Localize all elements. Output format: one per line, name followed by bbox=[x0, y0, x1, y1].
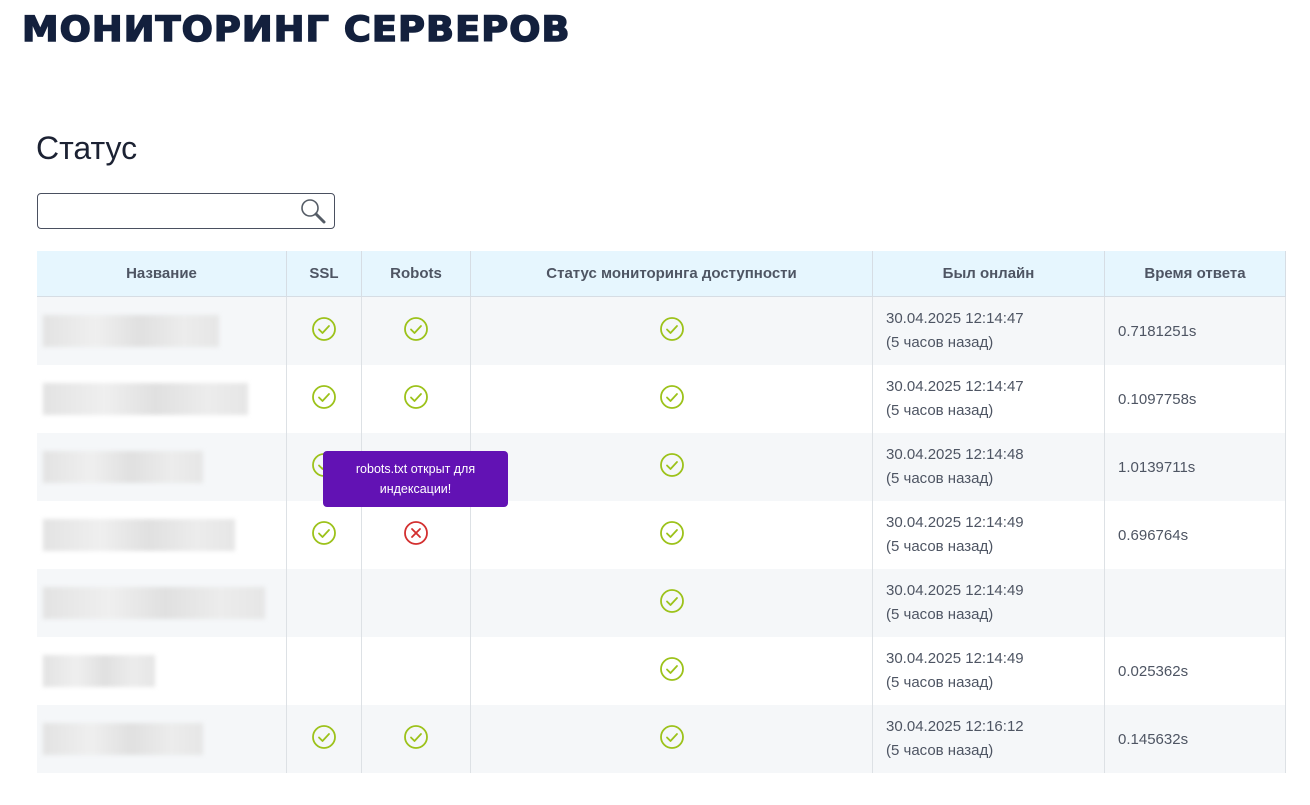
check-circle-icon bbox=[403, 724, 429, 754]
server-name-cell[interactable] bbox=[37, 569, 287, 637]
last-online-date: 30.04.2025 12:14:47 bbox=[886, 310, 1024, 327]
last-online-ago: (5 часов назад) bbox=[886, 606, 994, 623]
availability-cell bbox=[470, 501, 873, 569]
server-name-cell[interactable] bbox=[37, 296, 287, 365]
ssl-cell bbox=[286, 501, 362, 569]
check-circle-icon bbox=[659, 520, 685, 550]
last-online-cell: 30.04.2025 12:14:49 (5 часов назад) bbox=[872, 569, 1105, 637]
site-logo[interactable]: МОНИТОРИНГ СЕРВЕРОВ bbox=[21, 9, 571, 51]
check-circle-icon bbox=[403, 316, 429, 346]
table-row[interactable]: 30.04.2025 12:14:49 (5 часов назад) 0.025… bbox=[37, 637, 1286, 705]
col-robots[interactable]: Robots bbox=[361, 251, 471, 297]
server-name-cell[interactable] bbox=[37, 705, 287, 773]
last-online-cell: 30.04.2025 12:14:47 (5 часов назад) bbox=[872, 296, 1105, 365]
response-time-cell: 0.696764s bbox=[1104, 501, 1286, 569]
availability-cell bbox=[470, 433, 873, 501]
availability-cell bbox=[470, 637, 873, 705]
table-row[interactable]: 30.04.2025 12:14:49 (5 часов назад) bbox=[37, 569, 1286, 637]
check-circle-icon bbox=[659, 724, 685, 754]
search-box[interactable] bbox=[37, 193, 335, 229]
ssl-cell bbox=[286, 365, 362, 433]
availability-cell bbox=[470, 705, 873, 773]
last-online-date: 30.04.2025 12:14:49 bbox=[886, 582, 1024, 599]
response-time-cell bbox=[1104, 569, 1286, 637]
check-circle-icon bbox=[659, 316, 685, 346]
availability-cell bbox=[470, 296, 873, 365]
check-circle-icon bbox=[659, 452, 685, 482]
ssl-cell bbox=[286, 569, 362, 637]
last-online-ago: (5 часов назад) bbox=[886, 402, 994, 419]
last-online-ago: (5 часов назад) bbox=[886, 470, 994, 487]
blurred-server-name bbox=[43, 451, 203, 483]
robots-cell bbox=[361, 296, 471, 365]
col-ssl[interactable]: SSL bbox=[286, 251, 362, 297]
server-name-cell[interactable] bbox=[37, 365, 287, 433]
last-online-ago: (5 часов назад) bbox=[886, 674, 994, 691]
check-circle-icon bbox=[659, 384, 685, 414]
blurred-server-name bbox=[43, 587, 265, 619]
table-row[interactable]: 30.04.2025 12:16:12 (5 часов назад) 0.145… bbox=[37, 705, 1286, 773]
ssl-cell bbox=[286, 705, 362, 773]
page-title: Статус bbox=[36, 130, 138, 166]
last-online-date: 30.04.2025 12:14:48 bbox=[886, 446, 1024, 463]
table-row[interactable]: 30.04.2025 12:14:49 (5 часов назад) 0.696… bbox=[37, 501, 1286, 569]
check-circle-icon bbox=[311, 316, 337, 346]
last-online-date: 30.04.2025 12:14:47 bbox=[886, 378, 1024, 395]
col-last-online[interactable]: Был онлайн bbox=[872, 251, 1105, 297]
availability-cell bbox=[470, 365, 873, 433]
response-time-cell: 1.0139711s bbox=[1104, 433, 1286, 501]
last-online-cell: 30.04.2025 12:14:49 (5 часов назад) bbox=[872, 501, 1105, 569]
search-input[interactable] bbox=[44, 195, 298, 229]
last-online-date: 30.04.2025 12:16:12 bbox=[886, 718, 1024, 735]
search-icon[interactable] bbox=[300, 198, 326, 228]
col-availability[interactable]: Статус мониторинга доступности bbox=[470, 251, 873, 297]
ssl-cell bbox=[286, 637, 362, 705]
server-name-cell[interactable] bbox=[37, 501, 287, 569]
ssl-cell bbox=[286, 296, 362, 365]
robots-cell bbox=[361, 705, 471, 773]
last-online-cell: 30.04.2025 12:16:12 (5 часов назад) bbox=[872, 705, 1105, 773]
server-name-cell[interactable] bbox=[37, 637, 287, 705]
response-time-cell: 0.145632s bbox=[1104, 705, 1286, 773]
robots-cell bbox=[361, 569, 471, 637]
blurred-server-name bbox=[43, 655, 155, 687]
check-circle-icon bbox=[403, 384, 429, 414]
robots-tooltip: robots.txt открыт для индексации! bbox=[323, 451, 508, 507]
last-online-cell: 30.04.2025 12:14:47 (5 часов назад) bbox=[872, 365, 1105, 433]
check-circle-icon bbox=[311, 724, 337, 754]
table-row[interactable]: 30.04.2025 12:14:47 (5 часов назад) 0.109… bbox=[37, 365, 1286, 433]
blurred-server-name bbox=[43, 383, 248, 415]
robots-cell bbox=[361, 501, 471, 569]
last-online-date: 30.04.2025 12:14:49 bbox=[886, 514, 1024, 531]
robots-cell bbox=[361, 637, 471, 705]
last-online-cell: 30.04.2025 12:14:49 (5 часов назад) bbox=[872, 637, 1105, 705]
blurred-server-name bbox=[43, 723, 203, 755]
check-circle-icon bbox=[659, 588, 685, 618]
blurred-server-name bbox=[43, 315, 219, 347]
last-online-cell: 30.04.2025 12:14:48 (5 часов назад) bbox=[872, 433, 1105, 501]
check-circle-icon bbox=[659, 656, 685, 686]
check-circle-icon bbox=[311, 384, 337, 414]
last-online-date: 30.04.2025 12:14:49 bbox=[886, 650, 1024, 667]
check-circle-icon bbox=[311, 520, 337, 550]
error-circle-icon[interactable] bbox=[403, 520, 429, 550]
last-online-ago: (5 часов назад) bbox=[886, 538, 994, 555]
blurred-server-name bbox=[43, 519, 235, 551]
table-row[interactable]: 30.04.2025 12:14:48 (5 часов назад) 1.013… bbox=[37, 433, 1286, 501]
availability-cell bbox=[470, 569, 873, 637]
server-name-cell[interactable] bbox=[37, 433, 287, 501]
response-time-cell: 0.1097758s bbox=[1104, 365, 1286, 433]
table-header-row: Название SSL Robots Статус мониторинга д… bbox=[37, 251, 1286, 297]
status-table: Название SSL Robots Статус мониторинга д… bbox=[37, 251, 1286, 773]
last-online-ago: (5 часов назад) bbox=[886, 334, 994, 351]
response-time-cell: 0.7181251s bbox=[1104, 296, 1286, 365]
robots-cell bbox=[361, 365, 471, 433]
response-time-cell: 0.025362s bbox=[1104, 637, 1286, 705]
col-name[interactable]: Название bbox=[37, 251, 287, 297]
table-row[interactable]: 30.04.2025 12:14:47 (5 часов назад) 0.718… bbox=[37, 296, 1286, 365]
col-response-time[interactable]: Время ответа bbox=[1104, 251, 1286, 297]
last-online-ago: (5 часов назад) bbox=[886, 742, 994, 759]
